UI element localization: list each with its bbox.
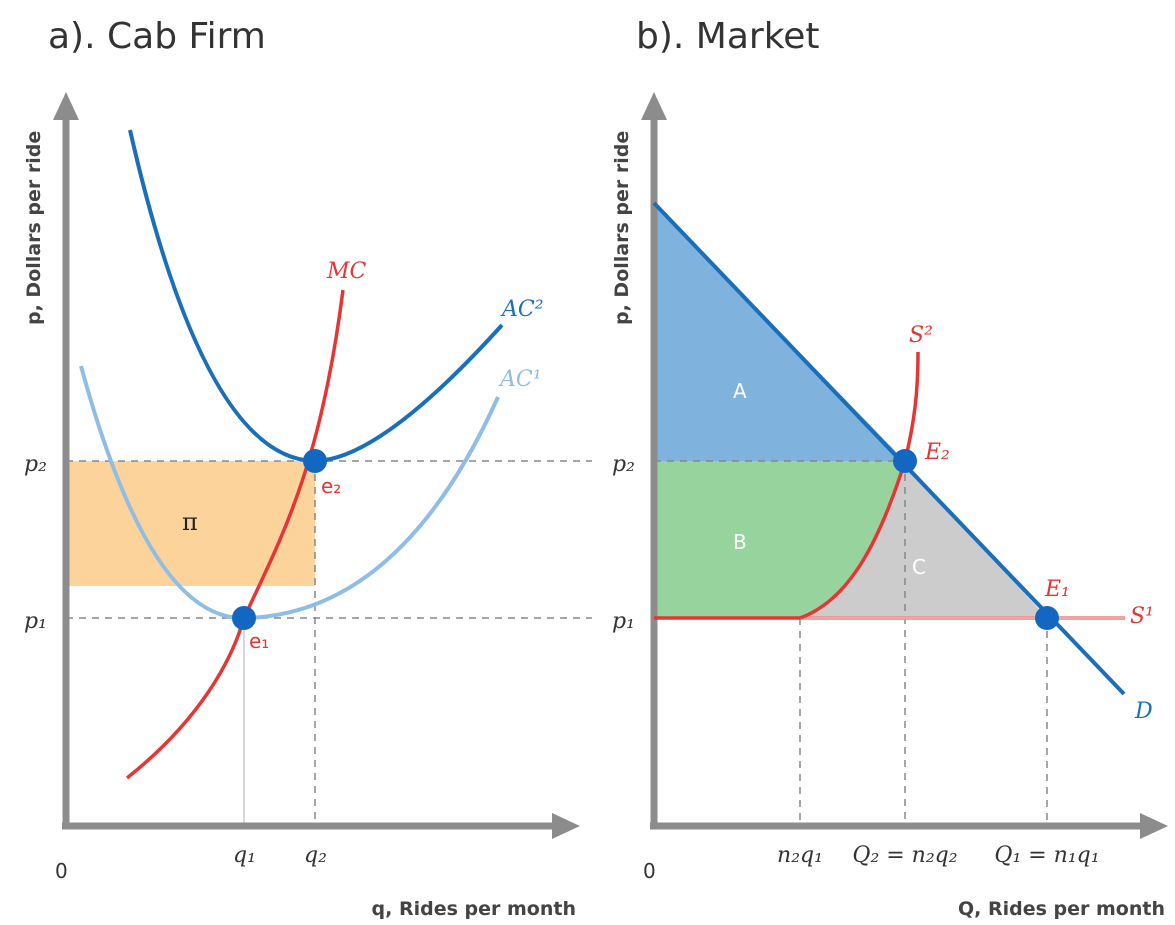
ac1-label: AC¹ [498,367,542,392]
region-c-label: C [912,555,926,579]
right-tick-p1: p₁ [612,609,635,634]
point-E2 [893,449,917,473]
region-a-label: A [733,379,747,403]
point-E1-label: E₁ [1044,577,1070,602]
left-origin: 0 [55,859,68,883]
region-c [800,461,1047,618]
s2-curve [799,351,920,620]
s2-label: S² [909,323,933,348]
profit-label: π [182,508,198,536]
right-tick-p2: p₂ [612,452,635,477]
left-tick-q2: q₂ [304,843,327,868]
left-tick-q1: q₁ [233,843,256,868]
right-x-arrow [1140,813,1168,839]
cab-firm-title: a). Cab Firm [48,16,266,57]
mc-label: MC [326,259,367,284]
left-y-arrow [53,92,79,120]
point-E1 [1035,606,1059,630]
s1-label: S¹ [1130,604,1154,629]
left-x-axis-label: q, Rides per month [372,898,576,920]
cab-firm-chart: a). Cab Firm π MC AC² AC¹ e₂ e₁ p₂ p₁ q₁… [23,16,592,920]
point-E2-label: E₂ [924,440,950,465]
left-tick-p1: p₁ [24,609,47,634]
left-y-axis-label: p, Dollars per ride [23,131,45,325]
market-title: b). Market [636,16,820,57]
right-tick-Q2: Q₂ = n₂q₂ [852,843,957,868]
right-x-axis-label: Q, Rides per month [958,898,1165,920]
right-y-axis-label: p, Dollars per ride [611,131,633,325]
ac2-curve [128,129,504,464]
point-e2 [303,449,327,473]
right-origin: 0 [643,859,656,883]
left-tick-p2: p₂ [24,452,47,477]
demand-label: D [1134,699,1153,724]
ac2-label: AC² [500,297,544,322]
region-b [654,461,905,618]
point-e1-label: e₁ [249,629,269,653]
region-b-label: B [733,530,747,554]
point-e1 [232,606,256,630]
right-tick-Q1: Q₁ = n₁q₁ [994,843,1099,868]
right-y-arrow [641,92,667,120]
left-x-arrow [552,813,580,839]
point-e2-label: e₂ [321,474,341,498]
mc-curve [125,289,345,780]
market-chart: b). Market A B C D S¹ S² E₂ E₁ [611,16,1168,920]
profit-region [66,461,315,586]
right-tick-n2q1: n₂q₁ [777,843,823,868]
